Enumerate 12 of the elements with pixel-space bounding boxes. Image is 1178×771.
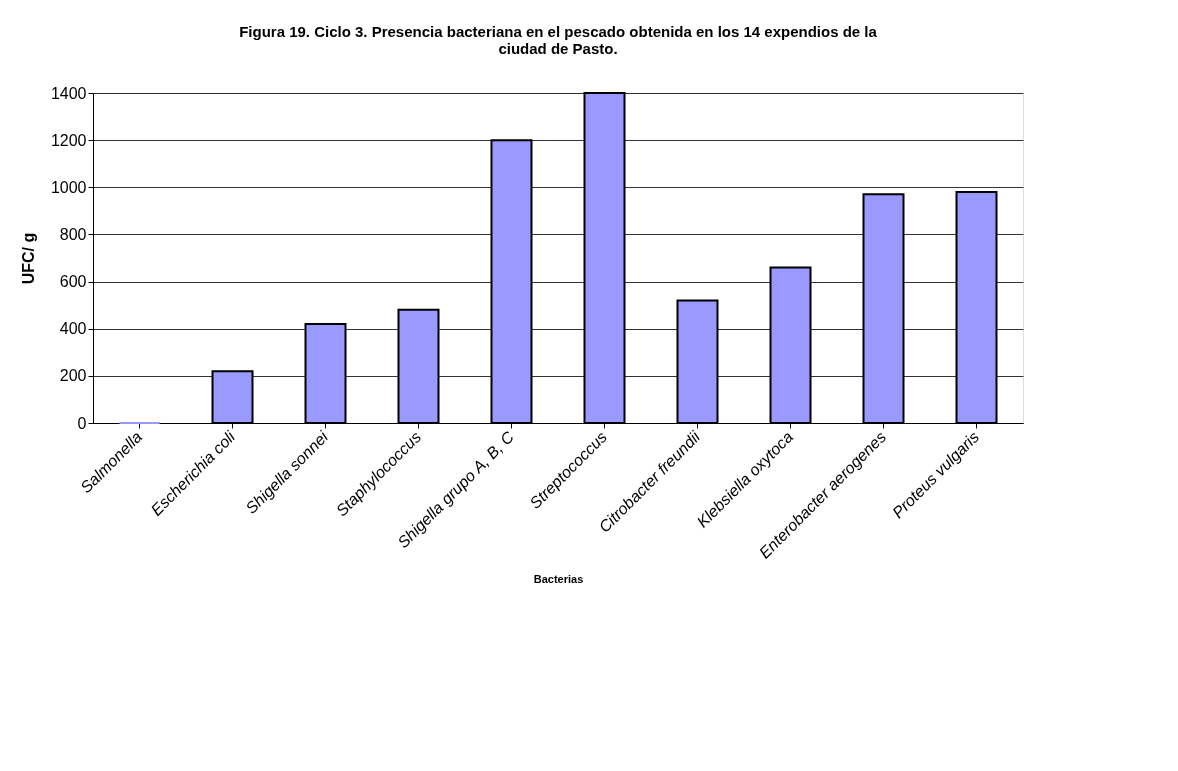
- y-tick-label: 0: [77, 414, 87, 432]
- y-tick-label: 400: [59, 320, 87, 338]
- y-tick-label: 1400: [50, 84, 87, 102]
- y-tick-label: 1200: [50, 131, 87, 149]
- y-tick-label: 600: [59, 273, 87, 291]
- y-axis-title: UFC/ g: [19, 232, 37, 285]
- y-tick-label: 200: [59, 367, 87, 385]
- x-axis-title: Bacterias: [533, 572, 584, 585]
- text: Figura 19. Ciclo 3. Presencia bacteriana en el pescado obtenida en los 14 expendios de la: [239, 23, 877, 40]
- y-tick-label: 800: [59, 225, 87, 243]
- text: ciudad de Pasto.: [498, 40, 618, 57]
- y-tick-label: 1000: [50, 178, 87, 196]
